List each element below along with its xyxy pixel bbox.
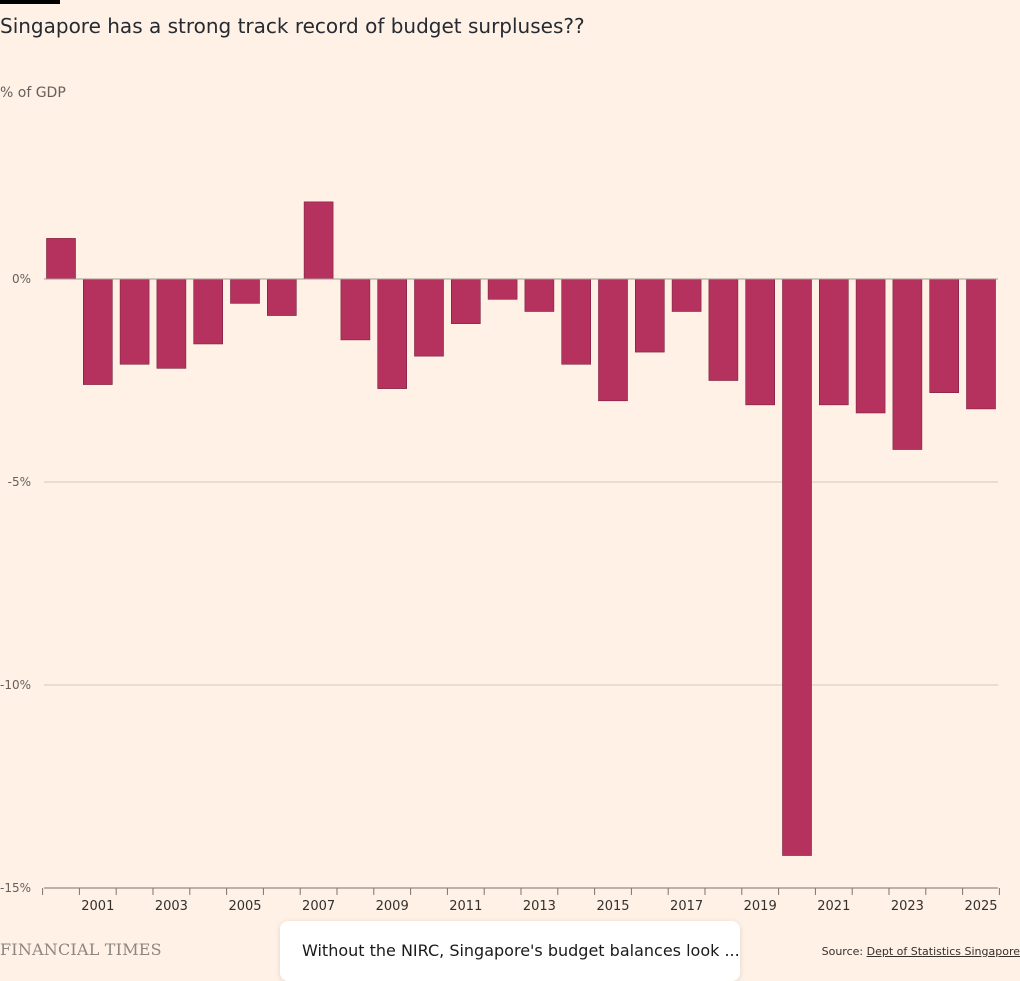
bar-2006 [266, 278, 297, 316]
bar-2000 [46, 238, 76, 280]
bar-2002 [119, 278, 150, 365]
source-prefix: Source: [821, 945, 867, 958]
bar-2007 [303, 201, 334, 280]
y-tick-label: -5% [8, 475, 31, 489]
x-tick-label-2023: 2023 [891, 899, 924, 914]
x-tick-label-2019: 2019 [744, 899, 777, 914]
x-tick-label-2013: 2013 [523, 899, 556, 914]
bar-2005 [230, 278, 260, 304]
bar-2010 [414, 278, 444, 357]
bar-2014 [561, 278, 592, 365]
bar-2001 [83, 278, 113, 385]
related-article-title: Without the NIRC, Singapore's budget bal… [302, 941, 740, 960]
x-tick-label-2021: 2021 [817, 899, 850, 914]
bar-2016 [634, 278, 665, 353]
bar-2017 [671, 278, 702, 312]
x-tick-label-2011: 2011 [449, 899, 482, 914]
bar-2011 [450, 278, 481, 324]
ft-logo: FINANCIAL TIMES [0, 940, 162, 959]
x-tick-label-2015: 2015 [596, 899, 629, 914]
source-note: Source: Dept of Statistics Singapore [822, 945, 1020, 958]
y-axis-unit-label: % of GDP [0, 85, 66, 101]
y-tick-label: -15% [0, 881, 31, 895]
x-tick-label-2009: 2009 [376, 899, 409, 914]
bar-2022 [855, 278, 886, 414]
x-tick-label-2007: 2007 [302, 899, 335, 914]
bar-2003 [156, 278, 187, 369]
bar-2013 [524, 278, 555, 312]
related-article-card[interactable]: Without the NIRC, Singapore's budget bal… [280, 921, 740, 981]
bar-2023 [892, 278, 923, 450]
y-tick-label: -10% [0, 678, 31, 692]
bar-2015 [598, 278, 628, 402]
bar-2024 [929, 278, 960, 393]
x-tick-label-2003: 2003 [155, 899, 188, 914]
bar-2009 [377, 278, 408, 389]
bar-2020 [782, 278, 812, 856]
bar-2004 [193, 278, 223, 345]
x-tick-label-2005: 2005 [228, 899, 261, 914]
x-tick-label-2001: 2001 [81, 899, 114, 914]
x-tick-label-2025: 2025 [964, 899, 997, 914]
bar-2019 [745, 278, 776, 406]
bar-2018 [708, 278, 739, 381]
bar-2021 [818, 278, 849, 406]
bar-2008 [340, 278, 371, 341]
source-link[interactable]: Dept of Statistics Singapore [866, 945, 1020, 958]
brand-accent-bar [0, 0, 60, 4]
chart-title: Singapore has a strong track record of b… [0, 14, 585, 38]
bar-2025 [966, 278, 996, 410]
bar-2012 [487, 278, 518, 300]
x-tick-label-2017: 2017 [670, 899, 703, 914]
y-tick-label: 0% [12, 272, 31, 286]
bar-chart: 0% -5% -10% -15% 2001 2003 2005 2007 2009 2011 201… [0, 201, 1000, 914]
